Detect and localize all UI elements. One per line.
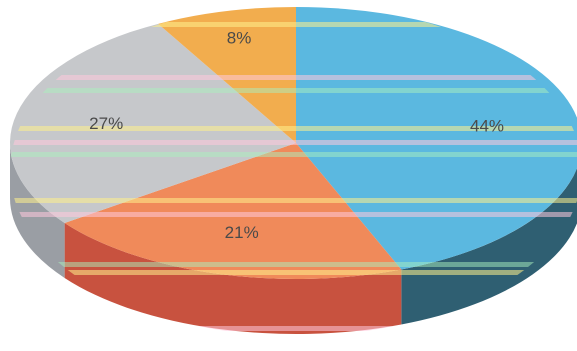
pie-data-label-3: 8%: [227, 29, 252, 48]
pie-data-label-1: 21%: [225, 223, 259, 242]
pie-slice-side-2: [10, 143, 65, 278]
scan-line-9: [10, 270, 577, 275]
pie-slice-1: [64, 143, 402, 280]
scan-line-6: [10, 198, 577, 203]
pie-slice-2: [9, 23, 297, 223]
scan-line-4: [10, 140, 577, 145]
scan-line-8: [10, 262, 577, 267]
scan-line-0: [10, 22, 577, 27]
scan-line-10: [10, 326, 577, 331]
scan-line-artifacts: [10, 22, 577, 331]
pie-depth-layer: [10, 143, 577, 334]
scan-line-5: [10, 152, 577, 157]
pie-slices-layer: [9, 7, 577, 280]
pie-data-label-0: 44%: [470, 117, 504, 136]
scan-line-1: [10, 75, 577, 80]
pie-slice-0: [296, 7, 577, 270]
pie-labels-layer: 44% 21% 27% 8%: [89, 29, 504, 242]
scan-line-3: [10, 126, 577, 131]
pie-slice-side-0: [401, 168, 577, 325]
pie-slice-side-1: [64, 222, 402, 334]
scan-line-7: [10, 212, 577, 217]
scan-line-2: [10, 88, 577, 93]
pie-data-label-2: 27%: [89, 114, 123, 133]
